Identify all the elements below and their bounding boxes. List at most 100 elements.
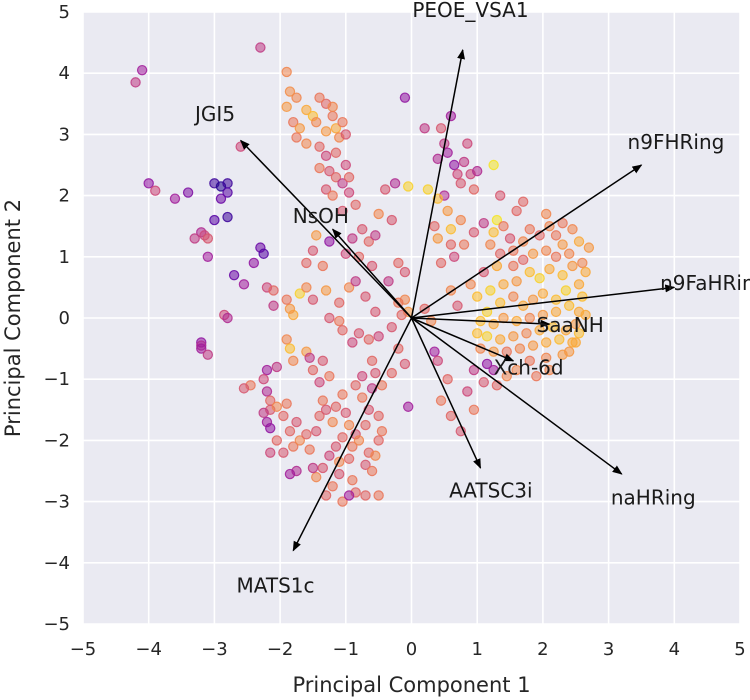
- data-point: [360, 459, 371, 471]
- data-point: [327, 101, 338, 113]
- data-point: [340, 407, 351, 419]
- data-point: [268, 300, 279, 311]
- data-point: [399, 358, 411, 370]
- y-tick-label: 5: [59, 2, 70, 23]
- data-point: [508, 291, 519, 302]
- data-point: [449, 251, 460, 262]
- loading-label: PEOE_VSA1: [412, 0, 528, 22]
- data-point: [130, 77, 141, 88]
- data-point: [370, 450, 381, 461]
- data-point: [357, 370, 368, 382]
- data-point: [544, 364, 555, 376]
- loading-label: n9FaHRing: [660, 271, 750, 295]
- data-point: [537, 288, 549, 299]
- data-point: [337, 389, 348, 400]
- data-point: [494, 334, 506, 345]
- data-point: [488, 159, 499, 171]
- y-tick-label: 4: [59, 63, 70, 84]
- data-point: [577, 291, 588, 302]
- data-point: [531, 370, 542, 382]
- data-point: [278, 447, 289, 458]
- data-point: [337, 432, 348, 443]
- loading-label: JGI5: [193, 102, 235, 126]
- data-point: [261, 364, 273, 376]
- x-axis-label: Principal Component 1: [292, 673, 530, 697]
- data-point: [334, 297, 345, 308]
- data-point: [462, 138, 473, 149]
- data-point: [540, 352, 552, 363]
- data-point: [238, 279, 250, 290]
- data-point: [320, 404, 332, 415]
- data-point: [294, 435, 306, 446]
- y-tick-labels: −5 −4 −3 −2 −1 0 1 2 3 4 5: [43, 2, 70, 635]
- data-point: [301, 104, 312, 116]
- data-point: [403, 401, 414, 412]
- x-tick-label: −4: [135, 639, 162, 660]
- data-point: [524, 224, 535, 235]
- data-point: [429, 346, 440, 357]
- data-point: [449, 159, 460, 171]
- data-point: [403, 181, 414, 192]
- data-point: [189, 233, 200, 244]
- data-point: [577, 257, 588, 269]
- data-point: [511, 205, 522, 217]
- data-point: [288, 441, 299, 452]
- data-point: [373, 410, 384, 422]
- data-point: [485, 285, 496, 296]
- data-point: [563, 346, 575, 357]
- data-point: [455, 178, 466, 189]
- data-point: [452, 168, 463, 180]
- data-point: [222, 187, 233, 198]
- data-point: [284, 426, 296, 437]
- data-point: [494, 297, 506, 308]
- data-point: [550, 294, 562, 305]
- data-point: [527, 248, 539, 259]
- data-point: [570, 318, 581, 330]
- data-point: [422, 184, 434, 195]
- data-point: [317, 355, 329, 367]
- data-point: [337, 178, 348, 189]
- data-point: [320, 184, 332, 195]
- data-point: [271, 435, 283, 446]
- data-point: [343, 187, 355, 198]
- data-point: [327, 416, 338, 428]
- data-point: [563, 248, 575, 259]
- data-point: [265, 422, 276, 434]
- data-point: [334, 468, 345, 480]
- data-point: [258, 248, 269, 259]
- data-point: [472, 328, 483, 339]
- data-point: [222, 178, 233, 189]
- data-point: [511, 276, 522, 287]
- data-point: [498, 279, 509, 290]
- data-point: [458, 156, 470, 168]
- data-point: [389, 178, 401, 189]
- data-point: [327, 481, 338, 492]
- y-tick-label: −3: [43, 492, 70, 513]
- data-point: [563, 300, 575, 311]
- data-point: [462, 386, 473, 397]
- data-point: [560, 285, 572, 296]
- data-point: [455, 214, 466, 226]
- y-tick-label: 3: [59, 124, 70, 145]
- data-point: [435, 257, 447, 269]
- data-point: [573, 279, 585, 290]
- data-point: [327, 190, 338, 201]
- data-point: [396, 309, 407, 321]
- loading-arrows: PEOE_VSA1 JGI5 n9FHRing NsOH n9FaHRing SaaNH X…: [193, 0, 750, 597]
- x-tick-label: 3: [603, 639, 614, 660]
- data-point: [373, 331, 384, 342]
- data-point: [258, 407, 269, 419]
- data-point: [517, 196, 529, 207]
- data-point: [491, 214, 503, 226]
- loading-label: NsOH: [293, 204, 349, 228]
- data-point: [294, 288, 306, 299]
- y-tick-label: −1: [43, 369, 70, 390]
- x-tick-labels: −5 −4 −3 −2 −1 0 1 2 3 4 5: [70, 639, 746, 660]
- loading-arrow: [239, 139, 413, 319]
- data-point: [228, 269, 240, 281]
- data-point: [278, 410, 289, 422]
- loading-arrow: [411, 284, 676, 319]
- x-tick-label: 0: [406, 639, 417, 660]
- data-point: [350, 380, 361, 391]
- data-point: [294, 123, 306, 134]
